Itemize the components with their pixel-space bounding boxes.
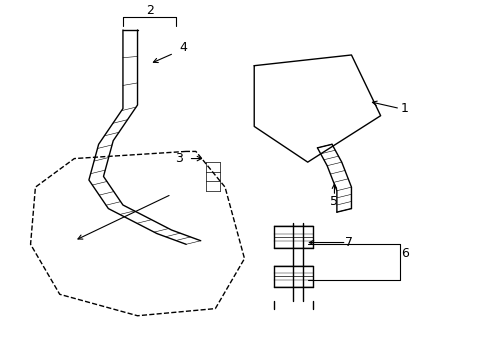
Text: 2: 2 xyxy=(145,4,153,17)
Text: 1: 1 xyxy=(400,102,408,115)
Text: 3: 3 xyxy=(175,152,183,165)
Text: 4: 4 xyxy=(180,41,187,54)
Text: 5: 5 xyxy=(330,195,338,208)
Text: 7: 7 xyxy=(345,236,352,249)
Text: 6: 6 xyxy=(400,247,408,260)
